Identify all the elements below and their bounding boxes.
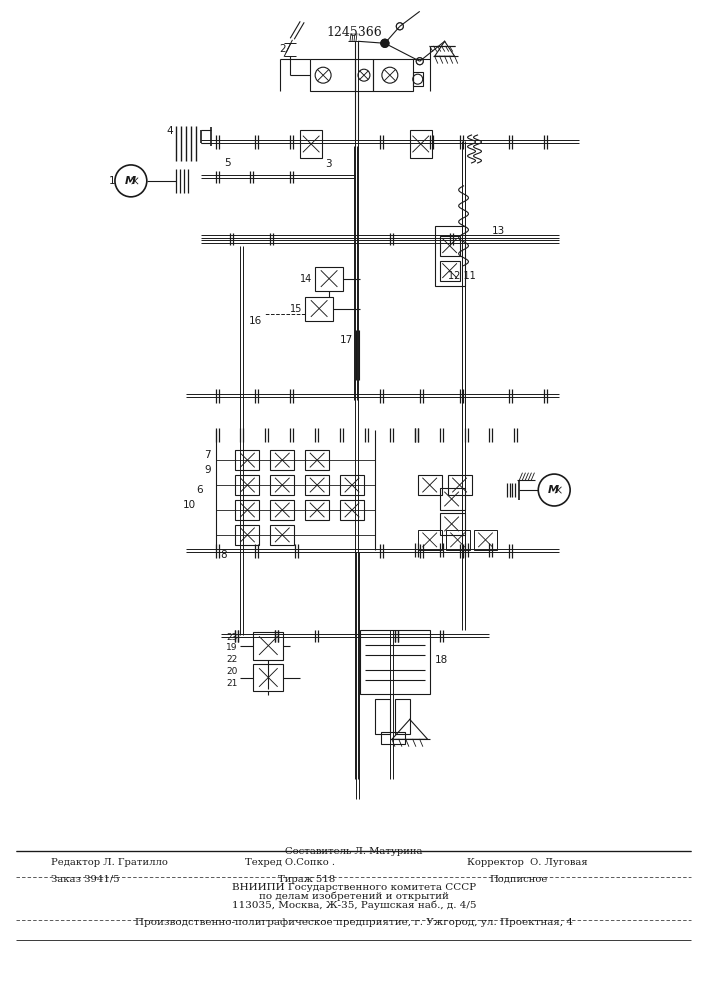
Text: Производственно-полиграфическое предприятие, г. Ужгород, ул. Проектная, 4: Производственно-полиграфическое предприя…	[135, 918, 573, 927]
Bar	[440, 236, 460, 256]
Circle shape	[416, 58, 423, 65]
Text: Заказ 3941/5: Заказ 3941/5	[51, 875, 119, 884]
Text: 12 11: 12 11	[448, 271, 475, 281]
Text: 18: 18	[435, 655, 448, 665]
Text: 113035, Москва, Ж-35, Раушская наб., д. 4/5: 113035, Москва, Ж-35, Раушская наб., д. …	[232, 900, 477, 910]
Text: 22: 22	[226, 655, 238, 664]
Text: Корректор  О. Луговая: Корректор О. Луговая	[467, 858, 588, 867]
Circle shape	[381, 39, 389, 47]
Text: 13: 13	[491, 226, 505, 236]
Bar	[270, 450, 294, 470]
Text: Тираж 518: Тираж 518	[279, 875, 336, 884]
Bar	[395, 699, 410, 734]
Bar	[340, 475, 364, 495]
Bar	[413, 72, 423, 86]
Text: Составитель Л. Матурина: Составитель Л. Матурина	[285, 847, 423, 856]
Bar	[235, 450, 259, 470]
Bar	[448, 475, 472, 495]
Bar	[373, 59, 413, 91]
Text: Подписное: Подписное	[489, 875, 548, 884]
Bar	[270, 525, 294, 545]
Text: 5: 5	[224, 158, 230, 168]
Text: Редактор Л. Гратилло: Редактор Л. Гратилло	[51, 858, 168, 867]
Bar	[375, 699, 390, 734]
Text: 9: 9	[204, 465, 211, 475]
Text: 10: 10	[182, 500, 196, 510]
Bar	[235, 500, 259, 520]
Bar	[440, 261, 460, 281]
Text: 21: 21	[226, 679, 238, 688]
Bar	[474, 530, 498, 550]
Bar	[310, 59, 355, 91]
Bar	[418, 530, 442, 550]
Text: 14: 14	[300, 274, 312, 284]
Text: M: M	[124, 176, 136, 186]
Bar	[305, 450, 329, 470]
Bar	[235, 525, 259, 545]
Bar	[440, 488, 464, 510]
Bar	[253, 664, 284, 691]
Bar	[440, 513, 464, 535]
Text: 7: 7	[204, 450, 211, 460]
Bar	[270, 475, 294, 495]
Text: 23: 23	[226, 633, 238, 642]
Bar	[253, 632, 284, 660]
Bar	[305, 500, 329, 520]
Text: 16: 16	[249, 316, 262, 326]
Text: ВНИИПИ Государственного комитета СССР: ВНИИПИ Государственного комитета СССР	[232, 883, 476, 892]
Text: 2: 2	[280, 44, 286, 54]
Circle shape	[397, 23, 403, 30]
Bar	[355, 59, 373, 91]
Bar	[360, 630, 430, 694]
Text: 17: 17	[340, 335, 354, 345]
Text: 8: 8	[221, 550, 227, 560]
Text: 4: 4	[166, 126, 173, 136]
Bar	[315, 267, 343, 291]
Text: 1245366: 1245366	[326, 26, 382, 39]
Text: M: M	[548, 485, 559, 495]
Bar	[340, 500, 364, 520]
Text: по делам изобретений и открытий: по делам изобретений и открытий	[259, 891, 449, 901]
Text: 19: 19	[226, 643, 238, 652]
Bar	[305, 297, 333, 320]
Text: Техред О.Сопко .: Техред О.Сопко .	[245, 858, 335, 867]
Text: 20: 20	[226, 667, 238, 676]
Text: 3: 3	[325, 159, 332, 169]
Bar	[381, 732, 405, 744]
Bar	[305, 475, 329, 495]
Circle shape	[416, 58, 423, 65]
Text: 6: 6	[196, 485, 203, 495]
Bar	[418, 475, 442, 495]
Circle shape	[381, 39, 389, 47]
Bar	[435, 226, 464, 286]
Bar	[235, 475, 259, 495]
Bar	[300, 130, 322, 158]
Bar	[270, 500, 294, 520]
Text: 15: 15	[290, 304, 302, 314]
Bar	[410, 130, 432, 158]
Text: 1: 1	[110, 176, 116, 186]
Bar	[445, 530, 469, 550]
